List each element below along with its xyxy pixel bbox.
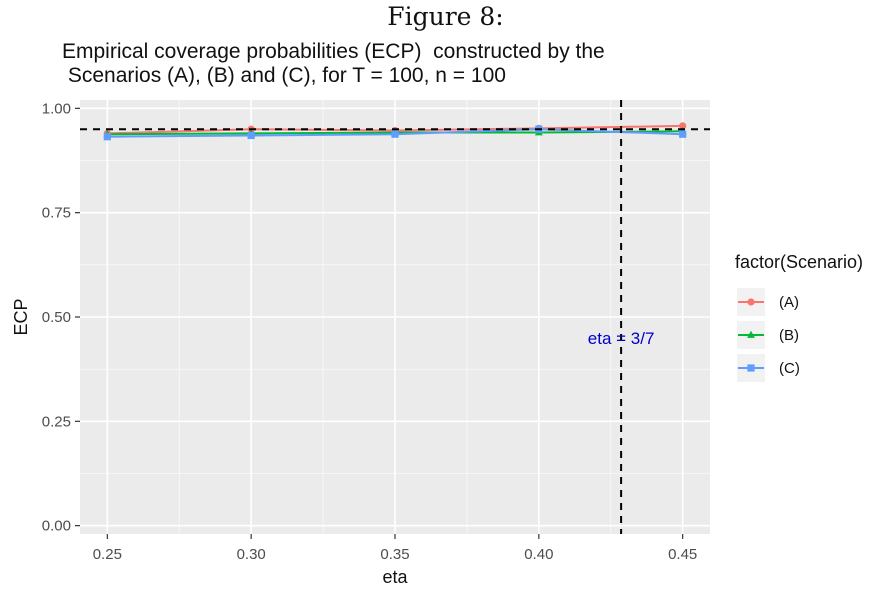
y-tick-label: 0.25 xyxy=(42,413,71,430)
annotation-label: eta = 3/7 xyxy=(588,329,655,348)
x-tick-label: 0.30 xyxy=(237,546,266,563)
legend-key-marker-b xyxy=(747,330,755,338)
data-point-c xyxy=(679,130,687,138)
data-point-c xyxy=(391,130,399,138)
reference-lines xyxy=(80,100,710,534)
x-axis: 0.25 0.30 0.35 0.40 0.45 eta xyxy=(93,534,697,587)
figure-caption: Figure 8: xyxy=(387,2,504,31)
legend-label-c: (C) xyxy=(779,360,800,377)
legend-key-marker-c xyxy=(747,364,755,372)
x-tick-label: 0.25 xyxy=(93,546,122,563)
data-point-c xyxy=(247,131,255,140)
y-axis: 0.00 0.25 0.50 0.75 1.00 ECP xyxy=(11,100,80,535)
x-tick-label: 0.40 xyxy=(524,546,553,563)
chart-title-line-1: Empirical coverage probabilities (ECP) c… xyxy=(62,40,605,63)
y-axis-label: ECP xyxy=(11,298,31,335)
x-tick-label: 0.45 xyxy=(668,546,697,563)
y-tick-label: 1.00 xyxy=(42,100,71,117)
chart-title-line-2: Scenarios (A), (B) and (C), for T = 100,… xyxy=(62,64,506,87)
legend-label-a: (A) xyxy=(779,294,799,311)
major-grid xyxy=(80,100,710,534)
legend: factor(Scenario) (A) (B) (C) xyxy=(735,252,863,382)
data-point-c xyxy=(103,133,111,141)
chart-title: Empirical coverage probabilities (ECP) c… xyxy=(62,40,605,88)
y-tick-label: 0.50 xyxy=(42,309,71,326)
y-tick-label: 0.75 xyxy=(42,205,71,222)
annotation-group: eta = 3/7 xyxy=(588,329,655,348)
x-axis-label: eta xyxy=(382,567,408,587)
x-tick-label: 0.35 xyxy=(380,546,409,563)
legend-key-marker-a xyxy=(747,298,755,306)
legend-label-b: (B) xyxy=(779,327,799,344)
legend-title: factor(Scenario) xyxy=(735,252,863,272)
data-point-a xyxy=(679,122,687,130)
y-tick-label: 0.00 xyxy=(42,518,71,535)
